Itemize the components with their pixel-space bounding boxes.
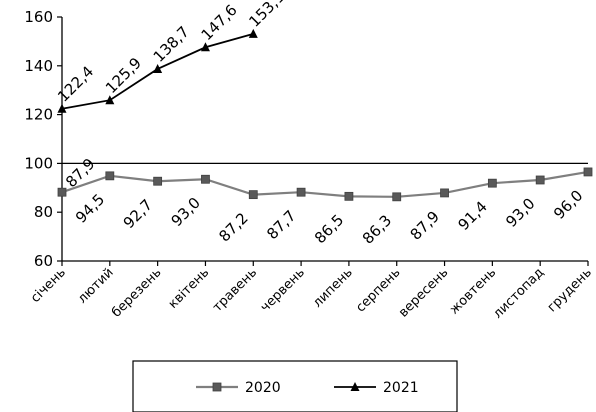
legend-label-2020: 2020 — [245, 380, 281, 396]
data-label-2020: 92,7 — [120, 196, 156, 232]
series-2021 — [57, 28, 258, 113]
y-tick-label: 160 — [24, 8, 53, 26]
x-tick-label: травень — [210, 265, 260, 315]
y-tick-label: 80 — [34, 203, 53, 221]
data-point-2020 — [440, 188, 449, 198]
series-2020 — [57, 167, 593, 202]
x-tick-label: грудень — [545, 265, 595, 315]
series-line-2020 — [61, 170, 589, 198]
x-tick-label: листопад — [491, 265, 547, 321]
data-label-2020: 91,4 — [454, 198, 490, 234]
axes — [61, 17, 588, 262]
x-tick-label: червень — [258, 265, 308, 315]
data-label-2020: 87,7 — [263, 207, 299, 243]
data-label-2020: 87,9 — [407, 207, 443, 243]
x-tick-label: січень — [28, 265, 69, 306]
data-label-2021: 153,1 — [245, 0, 288, 31]
data-point-2020 — [153, 176, 163, 186]
data-label-2020: 94,5 — [72, 190, 108, 226]
data-point-2020 — [57, 187, 67, 197]
legend-marker-2021 — [350, 382, 360, 391]
x-tick-label: квітень — [166, 265, 213, 312]
data-label-2020: 86,5 — [311, 211, 347, 247]
y-tick-label: 140 — [24, 57, 53, 75]
data-label-2021: 147,6 — [198, 1, 241, 44]
data-point-2020 — [344, 191, 354, 201]
legend: 2020 2021 — [132, 360, 458, 412]
x-tick-label: лютий — [75, 265, 117, 307]
data-point-2021 — [248, 28, 258, 38]
x-tick-label: липень — [310, 265, 356, 311]
data-point-2020 — [248, 190, 258, 200]
data-point-2021 — [200, 42, 210, 52]
data-point-2020 — [201, 174, 210, 184]
data-point-2020 — [392, 192, 402, 202]
x-tick-label: березень — [109, 265, 164, 320]
data-point-2020 — [487, 178, 497, 188]
data-point-2021 — [153, 63, 163, 73]
legend-marker-2020 — [212, 382, 222, 392]
y-tick-label: 120 — [24, 106, 53, 124]
data-label-2020: 86,3 — [359, 211, 395, 247]
data-label-2020: 96,0 — [550, 186, 586, 222]
data-label-2021: 138,7 — [150, 23, 193, 66]
data-point-2020 — [583, 167, 593, 177]
legend-label-2021: 2021 — [383, 380, 419, 396]
x-tick-label: серпень — [353, 265, 403, 315]
data-point-2020 — [535, 175, 545, 185]
y-tick-label: 100 — [24, 154, 53, 172]
y-tick-label: 60 — [34, 252, 53, 270]
data-label-2021: 122,4 — [54, 62, 97, 105]
data-label-2020: 93,0 — [168, 194, 204, 230]
data-point-2021 — [105, 95, 115, 105]
data-point-2020 — [105, 171, 115, 181]
data-labels: 87,994,5 92,7 93,0 87,2 87,7 86,5 86,3 87,9 91,4… — [54, 0, 586, 248]
legend-box — [132, 360, 458, 412]
x-tick-label: вересень — [396, 265, 451, 320]
data-point-2021 — [57, 103, 67, 113]
y-axis-ticks: 60 80 100 120 140 160 — [24, 8, 62, 270]
data-label-2020: 87,9 — [62, 155, 98, 191]
data-label-2020: 87,2 — [215, 209, 251, 245]
data-point-2020 — [296, 187, 306, 197]
data-label-2020: 93,0 — [502, 194, 538, 230]
